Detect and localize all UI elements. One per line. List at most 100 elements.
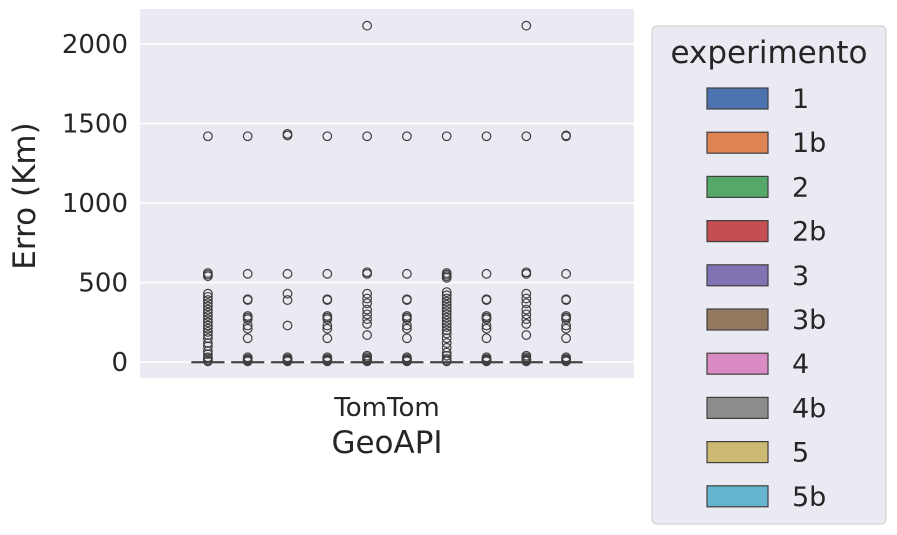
outlier-point [202, 131, 213, 142]
outlier-point [481, 268, 492, 279]
outlier-point [242, 295, 253, 305]
legend-label: 2 [792, 172, 809, 203]
outlier-point [362, 314, 373, 325]
outlier-point [402, 333, 412, 344]
outlier-point [521, 319, 532, 329]
outlier-point [362, 330, 373, 340]
outlier-point [441, 296, 452, 307]
outlier-point [561, 356, 571, 367]
outlier-point [202, 317, 213, 328]
x-axis-title: GeoAPI [331, 425, 442, 461]
outlier-point [362, 20, 373, 31]
outlier-point [202, 338, 213, 348]
outlier-point [441, 303, 452, 313]
outlier-point [521, 314, 532, 325]
outlier-point [202, 341, 213, 352]
outlier-point [441, 293, 452, 304]
outlier-point [481, 356, 492, 367]
outlier-point [521, 330, 532, 340]
legend-swatch-1b [706, 131, 769, 154]
legend-label: 5b [792, 482, 826, 513]
outlier-point [402, 323, 412, 334]
outlier-point [561, 314, 571, 325]
outlier-point [441, 350, 452, 361]
outlier-point [362, 298, 373, 309]
outlier-point [441, 131, 452, 142]
outlier-point [481, 320, 492, 331]
outlier-point [202, 330, 213, 340]
outlier-point [322, 295, 333, 305]
legend-swatch-3 [706, 264, 769, 287]
outlier-point [402, 268, 412, 279]
legend-label: 3b [792, 305, 826, 336]
outlier-point [362, 319, 373, 329]
y-tick-labels: 0 500 1000 1500 2000 [62, 30, 128, 378]
outlier-point [362, 309, 373, 320]
outlier-point [282, 295, 293, 305]
legend-frame [651, 25, 887, 525]
legend-label: 1b [792, 128, 826, 159]
outlier-point [402, 131, 412, 142]
legend-title: experimento [670, 35, 867, 71]
outlier-point [441, 306, 452, 317]
outlier-point [441, 290, 452, 301]
outlier-point [362, 288, 373, 299]
outlier-point [481, 295, 492, 305]
legend: experimento 1 1b 2 2b 3 3b 4 4b 5 5b [651, 25, 887, 525]
outlier-point [521, 356, 532, 367]
outlier-point [242, 131, 253, 142]
outlier-point [242, 333, 253, 344]
outlier-point [202, 288, 213, 299]
outlier-point [521, 268, 532, 279]
legend-label: 4b [792, 393, 826, 424]
outlier-point [402, 314, 412, 325]
outlier-point [362, 304, 373, 315]
outlier-point [561, 295, 571, 305]
outlier-point [202, 326, 213, 337]
outlier-point [521, 298, 532, 309]
outlier-point [441, 322, 452, 333]
outlier-point [202, 271, 213, 282]
outlier-point [322, 268, 333, 279]
legend-label: 2b [792, 217, 826, 248]
outlier-point [202, 314, 213, 325]
outlier-point [402, 320, 412, 331]
outlier-point [441, 325, 452, 336]
outlier-point [202, 298, 213, 309]
outlier-point [481, 333, 492, 344]
outlier-point [521, 288, 532, 299]
outlier-point [561, 323, 571, 334]
outlier-point [362, 268, 373, 279]
y-tick-label: 1000 [62, 189, 128, 219]
outlier-point [362, 131, 373, 142]
legend-swatch-2 [706, 175, 769, 198]
outlier-point [441, 333, 452, 344]
outlier-point [481, 314, 492, 325]
outlier-point [202, 307, 213, 318]
outlier-point [202, 311, 213, 321]
outlier-point [441, 356, 452, 367]
outlier-point [561, 333, 571, 344]
outlier-point [402, 356, 412, 367]
outlier-point [521, 293, 532, 304]
outlier-point [202, 346, 213, 356]
y-tick-label: 2000 [62, 30, 128, 60]
plot-area [140, 9, 634, 378]
outlier-point [441, 309, 452, 320]
outlier-point [242, 356, 253, 367]
outlier-point [481, 323, 492, 334]
outlier-point [441, 312, 452, 323]
outlier-point [202, 304, 213, 315]
outlier-point [202, 323, 213, 334]
y-tick-label: 0 [111, 348, 128, 378]
legend-swatch-3b [706, 308, 769, 331]
outlier-point [441, 299, 452, 310]
outlier-point [441, 272, 452, 283]
outlier-point [362, 293, 373, 304]
outlier-point [441, 338, 452, 348]
legend-swatch-2b [706, 220, 769, 243]
outlier-point [561, 320, 571, 331]
outlier-point [242, 323, 253, 334]
outlier-point [242, 268, 253, 279]
